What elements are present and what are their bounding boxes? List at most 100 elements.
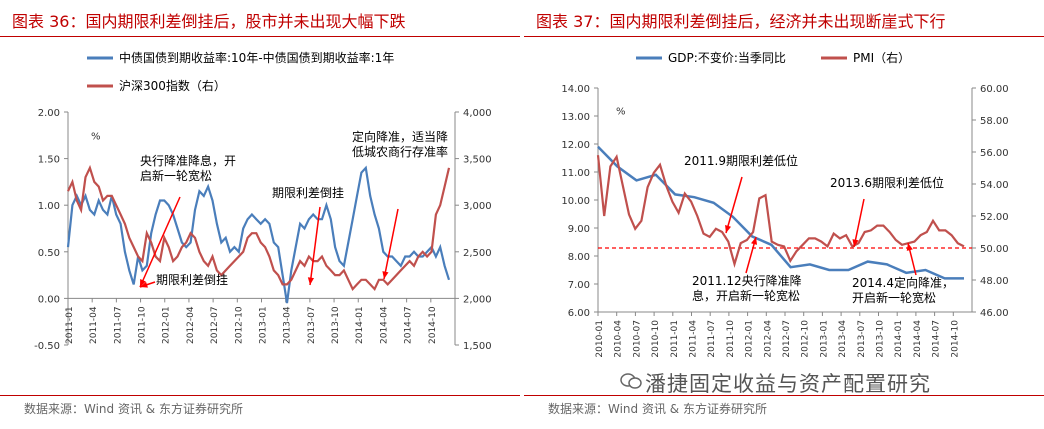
left-y-tick-label: 1.00 — [38, 201, 60, 212]
left-legend-series-2-label: 沪深300指数（右） — [119, 78, 226, 93]
left-source-rule — [0, 395, 520, 396]
left-chart-panel: 图表 36：国内期限利差倒挂后，股市并未出现大幅下跌 中债国债到期收益率:10年… — [0, 0, 520, 429]
right-y2-tick-label: 56.00 — [980, 148, 1009, 159]
left-x-tick-label: 2014-07 — [404, 306, 414, 344]
right-x-tick-label: 2014-01 — [894, 320, 904, 358]
right-series-1-line — [597, 145, 964, 280]
right-x-tick-label: 2011-07 — [707, 320, 717, 358]
left-y-tick-label: -0.50 — [34, 341, 60, 352]
left-series-1-line — [66, 165, 451, 304]
right-annotation-2: 2013.6期限利差低位 — [830, 175, 944, 190]
right-y-tick-label: 13.00 — [561, 112, 590, 123]
watermark-text: 潘捷固定收益与资产配置研究 — [645, 372, 931, 396]
wechat-icon — [620, 373, 642, 389]
right-x-tick-label: 2011-01 — [670, 320, 680, 358]
right-y2-tick-label: 48.00 — [980, 276, 1009, 287]
right-y-tick-label: 11.00 — [561, 168, 590, 179]
left-annotation-4: 定向降准，适当降低城农商行存准率 — [352, 129, 448, 159]
right-annotation-4-arrow-head — [906, 243, 913, 251]
left-chart-title: 图表 36：国内期限利差倒挂后，股市并未出现大幅下跌 — [12, 12, 406, 31]
right-annotation-2-arrow-head — [852, 239, 859, 247]
left-annotation-2: 期限利差倒挂 — [156, 273, 228, 287]
right-x-tick-label: 2010-07 — [632, 320, 642, 358]
left-source-note: 数据来源：Wind 资讯 & 东方证券研究所 — [24, 402, 243, 416]
left-annotation-4-arrow-line — [383, 208, 399, 280]
left-x-tick-label: 2011-10 — [138, 306, 148, 344]
left-x-tick-label: 2011-04 — [89, 306, 99, 344]
right-annotation-3: 2011.12央行降准降息，开启新一轮宽松 — [692, 274, 802, 303]
left-x-tick-label: 2011-07 — [113, 306, 123, 344]
left-x-tick-label: 2013-07 — [307, 306, 317, 344]
left-annotation-3: 期限利差倒挂 — [272, 186, 344, 200]
left-legend-series-1-label: 中债国债到期收益率:10年-中债国债到期收益率:1年 — [119, 50, 394, 65]
right-x-tick-label: 2011-04 — [689, 320, 699, 358]
left-annotation-3-arrow-head — [307, 277, 315, 285]
right-source-note: 数据来源：Wind 资讯 & 东方证券研究所 — [548, 402, 767, 416]
left-y2-tick-label: 2,000 — [463, 294, 492, 305]
right-x-tick-label: 2012-07 — [782, 320, 792, 358]
right-chart-title: 图表 37：国内期限利差倒挂后，经济并未出现断崖式下行 — [536, 12, 946, 31]
left-annotation-1-arrow-head — [140, 279, 146, 287]
right-legend-series-2-label: PMI（右） — [853, 50, 910, 65]
right-x-tick-label: 2014-10 — [950, 320, 960, 358]
right-x-tick-label: 2010-10 — [651, 320, 661, 358]
left-x-tick-label: 2011-01 — [65, 306, 75, 344]
right-y-tick-label: 14.00 — [561, 84, 590, 95]
left-y-tick-label: 2.00 — [38, 108, 60, 119]
left-annotation-4-arrow-head — [382, 271, 389, 279]
right-y2-tick-label: 58.00 — [980, 116, 1009, 127]
left-title-rule — [0, 36, 520, 37]
left-annotation-1: 央行降准降息，开启新一轮宽松 — [140, 153, 236, 183]
right-y-tick-label: 10.00 — [561, 196, 590, 207]
right-unit-label: % — [616, 106, 626, 117]
left-annotation-1-arrow-line — [139, 196, 181, 288]
right-y2-tick-label: 52.00 — [980, 212, 1009, 223]
right-x-tick-label: 2010-04 — [614, 320, 624, 358]
right-y-tick-label: 7.00 — [568, 280, 590, 291]
right-chart: GDP:不变价:当季同比 PMI（右） 6.00 7.00 8.00 9.00 10.00 1… — [561, 50, 1009, 358]
right-annotation-3-arrow-head — [751, 237, 758, 245]
right-x-tick-label: 2011-10 — [726, 320, 736, 358]
right-legend-series-1-label: GDP:不变价:当季同比 — [668, 50, 786, 65]
left-annotation-2-arrow-head — [140, 281, 148, 288]
right-x-tick-label: 2013-04 — [838, 320, 848, 358]
right-y-tick-label: 12.00 — [561, 140, 590, 151]
left-y2-tick-label: 4,000 — [463, 108, 492, 119]
right-x-tick-label: 2013-07 — [857, 320, 867, 358]
right-x-tick-label: 2010-01 — [595, 320, 605, 358]
left-x-tick-label: 2013-04 — [283, 306, 293, 344]
left-y2-tick-label: 3,500 — [463, 155, 492, 166]
left-x-tick-label: 2012-01 — [162, 306, 172, 344]
left-x-tick-label: 2012-07 — [210, 306, 220, 344]
right-annotation-1-arrow-line — [725, 176, 743, 234]
right-y2-tick-label: 60.00 — [980, 84, 1009, 95]
right-x-tick-label: 2013-01 — [819, 320, 829, 358]
left-series-2-line — [67, 164, 451, 292]
right-x-tick-label: 2014-07 — [932, 320, 942, 358]
right-source-rule — [524, 395, 1044, 396]
left-y2-tick-label: 1,500 — [463, 341, 492, 352]
right-y-tick-label: 8.00 — [568, 252, 590, 263]
right-y-tick-label: 9.00 — [568, 224, 590, 235]
left-x-tick-label: 2014-01 — [355, 306, 365, 344]
left-y-tick-label: 0.00 — [38, 294, 60, 305]
right-chart-panel: 图表 37：国内期限利差倒挂后，经济并未出现断崖式下行 GDP:不变价:当季同比… — [524, 0, 1044, 429]
left-x-tick-label: 2012-10 — [234, 306, 244, 344]
right-y-tick-label: 6.00 — [568, 308, 590, 319]
left-annotation-3-arrow-line — [309, 206, 321, 286]
left-x-tick-label: 2013-01 — [259, 306, 269, 344]
right-x-tick-label: 2013-10 — [876, 320, 886, 358]
right-annotation-1: 2011.9期限利差低位 — [684, 153, 798, 168]
right-y2-tick-label: 46.00 — [980, 308, 1009, 319]
right-x-tick-label: 2012-01 — [745, 320, 755, 358]
right-annotation-4: 2014.4定向降准，开启新一轮宽松 — [852, 275, 954, 305]
right-y2-tick-label: 50.00 — [980, 244, 1009, 255]
left-x-tick-label: 2014-04 — [379, 306, 389, 344]
left-y2-tick-label: 3,000 — [463, 201, 492, 212]
right-x-tick-label: 2012-10 — [801, 320, 811, 358]
left-x-tick-label: 2012-04 — [186, 306, 196, 344]
left-y-tick-label: 0.50 — [38, 248, 60, 259]
left-x-tick-label: 2014-10 — [428, 306, 438, 344]
left-unit-label: % — [91, 131, 101, 142]
